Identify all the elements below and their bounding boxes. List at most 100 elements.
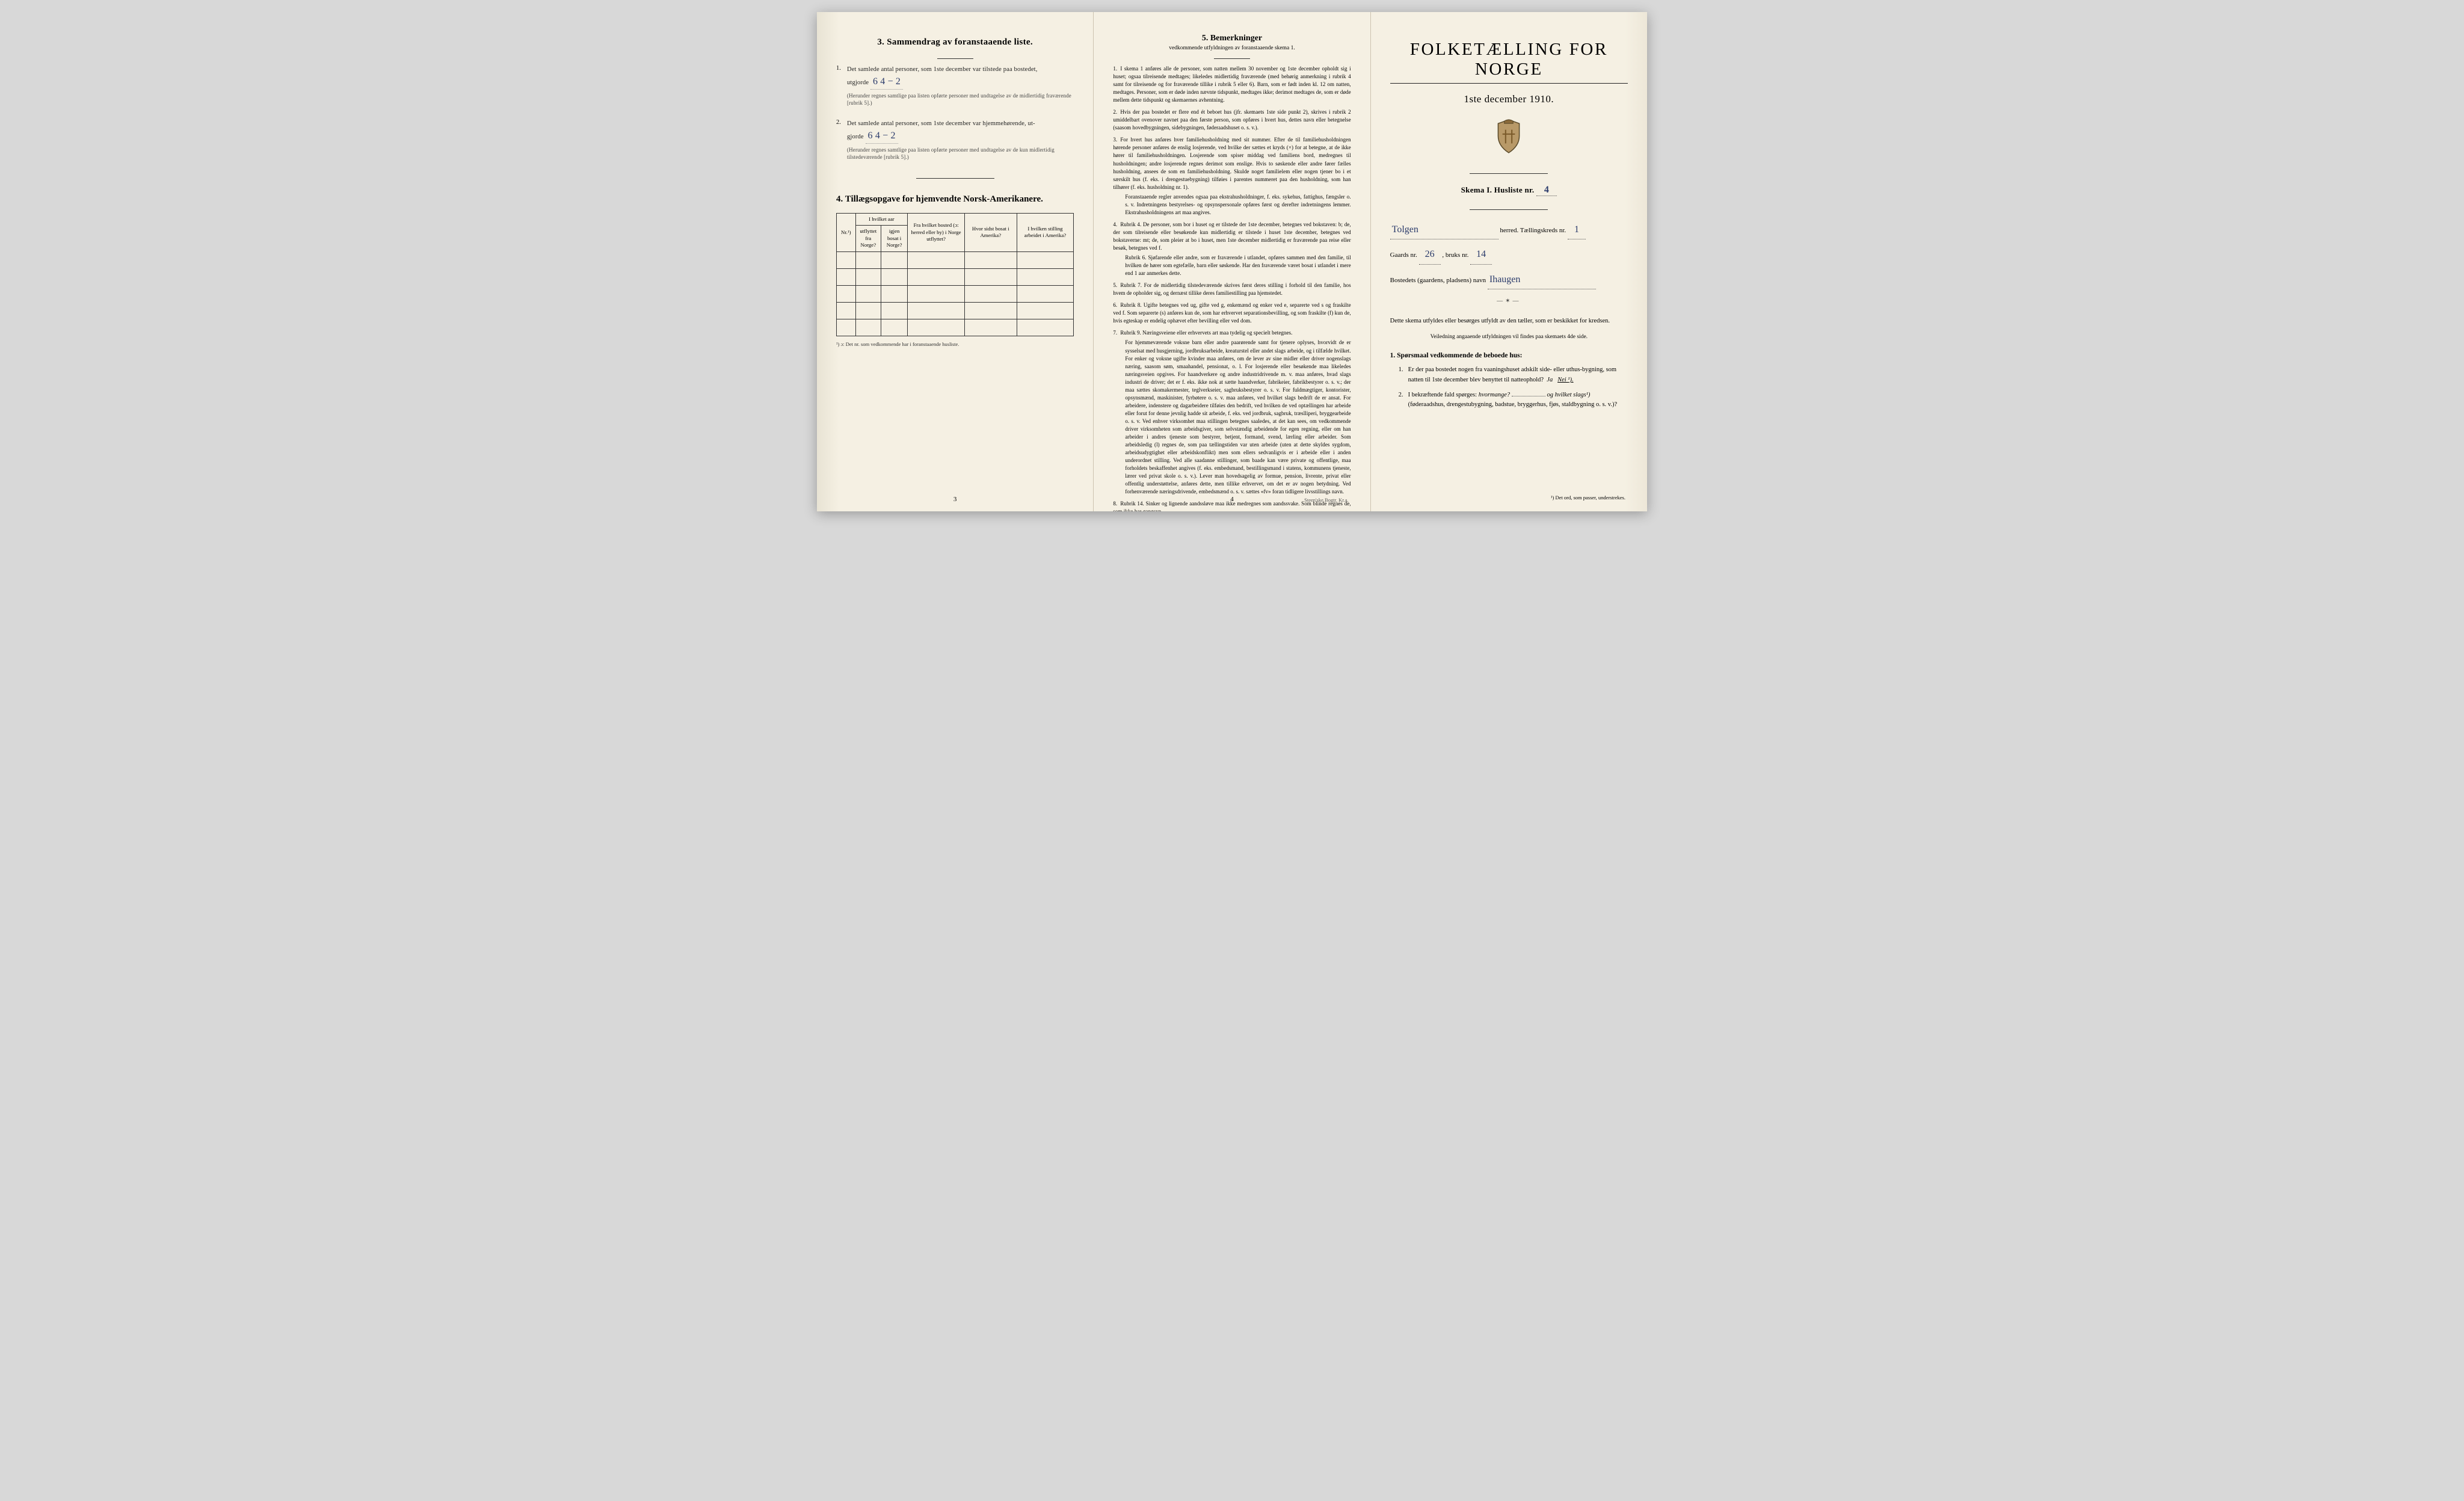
option-ja: Ja <box>1547 377 1553 383</box>
bosted-label: Bostedets (gaardens, pladsens) navn <box>1390 277 1486 284</box>
table-cell <box>837 302 856 319</box>
table-cell <box>1017 268 1074 285</box>
table-cell <box>837 319 856 336</box>
husliste-nr: 4 <box>1536 185 1557 196</box>
remark-item: 7.Rubrik 9. Næringsveiene eller erhverve… <box>1113 329 1351 496</box>
supplement-table: Nr.¹) I hvilket aar Fra hvilket bosted (… <box>836 213 1074 336</box>
item-text: Det samlede antal personer, som 1ste dec… <box>847 66 1038 73</box>
footnote: ¹) Det ord, som passer, understrekes. <box>1551 495 1625 501</box>
table-cell <box>837 285 856 302</box>
remark-text: Hvis der paa bostedet er flere end ét be… <box>1113 109 1351 131</box>
remark-extra: Foranstaaende regler anvendes ogsaa paa … <box>1125 193 1351 217</box>
divider <box>916 178 994 179</box>
th-from: Fra hvilket bosted (ɔ: herred eller by) … <box>908 213 965 251</box>
q-number: 1. <box>1399 365 1408 386</box>
page-right-cover: FOLKETÆLLING FOR NORGE 1ste december 191… <box>1371 12 1647 511</box>
printer-mark: Steen'ske Bogtr. Kr.a. <box>1304 497 1349 503</box>
herred-label: herred. Tællingskreds nr. <box>1500 227 1566 234</box>
item-text: Det samlede antal personer, som 1ste dec… <box>847 120 1035 127</box>
table-cell <box>1017 319 1074 336</box>
bruks-label: , bruks nr. <box>1442 251 1468 259</box>
coat-of-arms-icon <box>1390 119 1628 158</box>
cover-date: 1ste december 1910. <box>1390 93 1628 105</box>
remark-number: 5. <box>1113 282 1120 289</box>
divider <box>1470 209 1548 210</box>
option-nei: Nei ¹). <box>1557 377 1573 383</box>
table-row <box>837 268 1074 285</box>
table-cell <box>855 268 881 285</box>
remark-item: 2.Hvis der paa bostedet er flere end ét … <box>1113 108 1351 132</box>
summary-item: 1. Det samlede antal personer, som 1ste … <box>836 65 1074 113</box>
remark-number: 2. <box>1113 108 1120 116</box>
table-cell <box>855 319 881 336</box>
item-line2: gjorde <box>847 134 864 140</box>
gaards-nr: 26 <box>1419 245 1441 264</box>
remark-item: 3.For hvert hus anføres hver familiehush… <box>1113 136 1351 216</box>
page-center: 5. Bemerkninger vedkommende utfyldningen… <box>1094 12 1370 511</box>
item-content: Det samlede antal personer, som 1ste dec… <box>847 119 1074 167</box>
table-cell <box>964 302 1017 319</box>
summary-item: 2. Det samlede antal personer, som 1ste … <box>836 119 1074 167</box>
handwritten-value: 6 4 − 2 <box>870 75 903 90</box>
item-number: 1. <box>836 65 847 113</box>
ornament-icon: ―✶― <box>1390 298 1628 304</box>
field-row: Gaards nr. 26 , bruks nr. 14 <box>1390 245 1628 264</box>
remarks-subtitle: vedkommende utfyldningen av foranstaaend… <box>1113 45 1351 51</box>
item-note: (Herunder regnes samtlige paa listen opf… <box>847 92 1074 107</box>
remark-text: For hvert hus anføres hver familiehushol… <box>1113 137 1351 190</box>
remark-item: 4.Rubrik 4. De personer, som bor i huset… <box>1113 221 1351 277</box>
table-cell <box>881 302 908 319</box>
remark-item: 1.I skema 1 anføres alle de personer, so… <box>1113 65 1351 104</box>
field-row: Tolgen herred. Tællingskreds nr. 1 <box>1390 221 1628 239</box>
th-returned: igjen bosat i Norge? <box>881 226 908 251</box>
table-row <box>837 285 1074 302</box>
remark-number: 7. <box>1113 329 1120 337</box>
table-cell <box>908 285 965 302</box>
cover-title: FOLKETÆLLING FOR NORGE <box>1390 40 1628 79</box>
remark-item: 5.Rubrik 7. For de midlertidig tilstedev… <box>1113 282 1351 297</box>
table-cell <box>837 251 856 268</box>
handwritten-value: 6 4 − 2 <box>866 129 898 144</box>
table-cell <box>964 251 1017 268</box>
schema-label: Skema I. Husliste nr. <box>1461 185 1535 194</box>
th-position: I hvilken stilling arbeidet i Amerika? <box>1017 213 1074 251</box>
table-cell <box>881 285 908 302</box>
field-row: Bostedets (gaardens, pladsens) navn Ihau… <box>1390 271 1628 289</box>
title-rule <box>1390 83 1628 84</box>
remark-text: Rubrik 9. Næringsveiene eller erhvervets… <box>1120 330 1292 336</box>
th-nr: Nr.¹) <box>837 213 856 251</box>
remark-extra: Rubrik 6. Sjøfarende eller andre, som er… <box>1125 254 1351 277</box>
item-content: Det samlede antal personer, som 1ste dec… <box>847 65 1074 113</box>
remarks-list: 1.I skema 1 anføres alle de personer, so… <box>1113 65 1351 511</box>
th-emigrated: utflyttet fra Norge? <box>855 226 881 251</box>
table-cell <box>1017 302 1074 319</box>
remark-item: 6.Rubrik 8. Ugifte betegnes ved ug, gift… <box>1113 301 1351 325</box>
th-year: I hvilket aar <box>855 213 908 225</box>
table-footnote: ¹) ɔ: Det nr. som vedkommende har i fora… <box>836 341 1074 347</box>
remark-text: Rubrik 4. De personer, som bor i huset o… <box>1113 221 1351 251</box>
table-cell <box>837 268 856 285</box>
census-document: 3. Sammendrag av foranstaaende liste. 1.… <box>817 12 1647 511</box>
table-cell <box>881 251 908 268</box>
item-note: (Herunder regnes samtlige paa listen opf… <box>847 146 1074 161</box>
table-cell <box>881 319 908 336</box>
table-cell <box>908 319 965 336</box>
section3-heading: 3. Sammendrag av foranstaaende liste. <box>836 37 1074 48</box>
herred-value: Tolgen <box>1390 221 1498 239</box>
instruction-sub: Veiledning angaaende utfyldningen vil fi… <box>1390 334 1628 340</box>
q-text: Er der paa bostedet nogen fra vaaningshu… <box>1408 365 1628 386</box>
table-row <box>837 302 1074 319</box>
item-number: 2. <box>836 119 847 167</box>
divider <box>1214 58 1250 59</box>
table-cell <box>908 268 965 285</box>
divider <box>937 58 973 59</box>
table-cell <box>908 251 965 268</box>
table-cell <box>964 285 1017 302</box>
table-cell <box>908 302 965 319</box>
remark-number: 3. <box>1113 136 1120 144</box>
bruks-nr: 14 <box>1470 245 1492 264</box>
table-cell <box>1017 251 1074 268</box>
schema-line: Skema I. Husliste nr. 4 <box>1390 185 1628 196</box>
remark-text: Rubrik 8. Ugifte betegnes ved ug, gifte … <box>1113 302 1351 324</box>
question-heading: 1. Spørsmaal vedkommende de beboede hus: <box>1390 352 1628 359</box>
